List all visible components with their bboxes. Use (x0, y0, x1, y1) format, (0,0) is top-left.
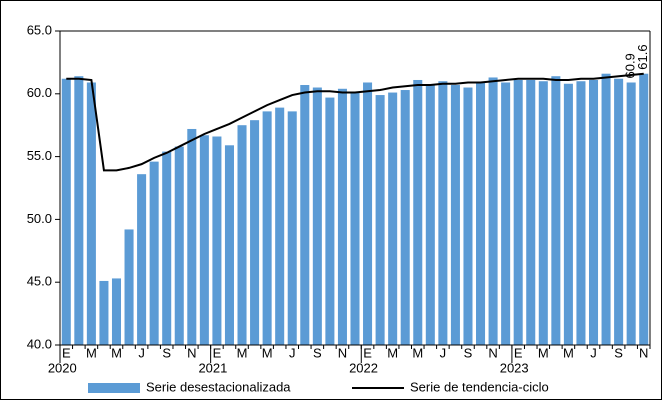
bar (124, 229, 134, 345)
bar (626, 82, 636, 345)
y-tick-label: 65.0 (27, 22, 52, 37)
x-tick-label: N (187, 345, 196, 360)
x-tick-label: E (213, 345, 222, 360)
bar (174, 146, 184, 345)
x-tick-label: S (162, 345, 171, 360)
bar (425, 85, 435, 346)
y-tick-label: 60.0 (27, 85, 52, 100)
bar (199, 135, 209, 345)
x-tick-label: M (412, 345, 423, 360)
bar (162, 151, 172, 345)
bar (224, 145, 234, 345)
bar (363, 82, 373, 345)
data-label: 60.9 (623, 53, 638, 78)
bar (488, 77, 498, 346)
x-tick-label: M (111, 345, 122, 360)
bar (99, 280, 109, 345)
x-tick-label: N (488, 345, 497, 360)
bar (337, 88, 347, 345)
bar (212, 136, 222, 345)
x-tick-label: M (237, 345, 248, 360)
bar (74, 76, 84, 345)
x-tick-label: N (338, 345, 347, 360)
bar (137, 174, 147, 345)
year-label: 2022 (349, 360, 378, 375)
year-label: 2021 (198, 360, 227, 375)
x-tick-label: S (464, 345, 473, 360)
x-tick-label: E (514, 345, 523, 360)
bar (538, 81, 548, 346)
x-tick-label: J (289, 345, 296, 360)
x-tick-label: E (62, 345, 71, 360)
bar (601, 73, 611, 345)
bar (312, 87, 322, 346)
bar (588, 79, 599, 345)
bar (375, 95, 385, 345)
bar (300, 85, 310, 346)
legend-label: Serie desestacionalizada (146, 379, 291, 394)
x-tick-label: E (363, 345, 372, 360)
x-tick-label: M (262, 345, 273, 360)
bar (614, 78, 624, 345)
bar (149, 161, 159, 345)
x-tick-label: N (639, 345, 648, 360)
bar (237, 125, 247, 345)
x-tick-label: M (563, 345, 574, 360)
bar (262, 111, 272, 345)
bar (551, 76, 561, 345)
bar (639, 73, 649, 345)
bar (111, 278, 122, 345)
bar (476, 82, 486, 345)
bar (187, 128, 197, 345)
bar (275, 107, 285, 345)
bar (463, 87, 473, 346)
bar (576, 81, 586, 346)
bar (61, 78, 71, 345)
bar (563, 83, 573, 345)
legend-label: Serie de tendencia-ciclo (410, 379, 549, 394)
bar (526, 79, 536, 345)
year-label: 2020 (48, 360, 77, 375)
legend-swatch (88, 383, 140, 393)
y-tick-label: 50.0 (27, 211, 52, 226)
bar (287, 111, 297, 345)
y-tick-label: 45.0 (27, 274, 52, 289)
bar (513, 79, 523, 345)
bar (86, 82, 96, 345)
x-tick-label: J (590, 345, 597, 360)
y-tick-label: 55.0 (27, 148, 52, 163)
bar (350, 92, 360, 345)
bar (438, 81, 448, 346)
x-tick-label: J (440, 345, 447, 360)
bar (400, 90, 410, 345)
bar (325, 97, 335, 346)
x-tick-label: M (86, 345, 97, 360)
bar (413, 79, 423, 345)
x-tick-label: M (538, 345, 549, 360)
year-label: 2023 (500, 360, 529, 375)
x-tick-label: M (387, 345, 398, 360)
bar (501, 82, 511, 345)
data-label: 61.6 (635, 44, 650, 69)
bar (450, 85, 460, 346)
y-tick-label: 40.0 (27, 336, 52, 351)
x-tick-label: S (614, 345, 623, 360)
bar (250, 120, 260, 346)
x-tick-label: J (138, 345, 145, 360)
x-tick-label: S (313, 345, 322, 360)
bar (388, 92, 398, 345)
trend-line (66, 72, 644, 172)
